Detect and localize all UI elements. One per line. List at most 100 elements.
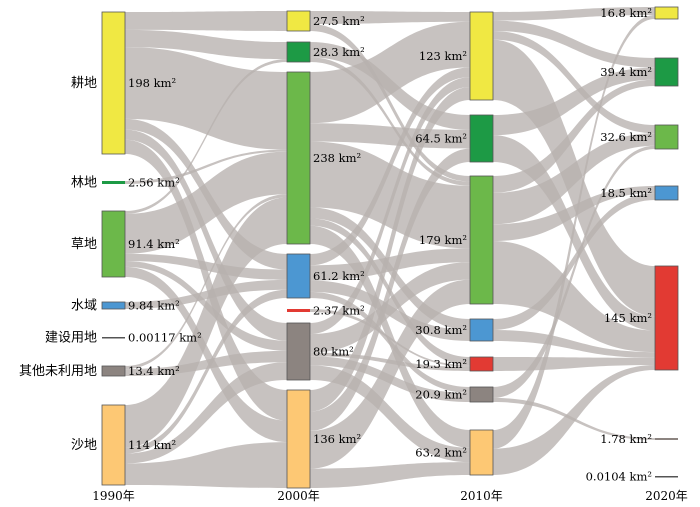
node-1990-grassland: [101, 210, 126, 278]
year-label-2: 2010年: [460, 489, 503, 503]
value-label-2020-forest: 39.4 km²: [600, 65, 652, 79]
node-2010-unused: [469, 386, 494, 403]
flow-2000-sand-to-2010-sand: [310, 462, 470, 488]
flow-2010-water-to-2020-construction: [493, 330, 655, 358]
flow-1990-cropland-to-2000-unused: [125, 129, 287, 341]
value-label-1990-unused: 13.4 km²: [128, 364, 180, 378]
value-label-2000-grassland: 238 km²: [313, 151, 361, 165]
value-label-2000-water: 61.2 km²: [313, 269, 365, 283]
flow-2000-cropland-to-2010-grassland: [310, 24, 470, 182]
value-label-1990-sand: 114 km²: [128, 438, 176, 452]
flow-2000-unused-to-2010-sand: [310, 365, 470, 463]
node-1990-sand: [101, 404, 126, 486]
flow-2000-unused-to-2010-cropland: [310, 77, 470, 335]
value-label-2020-cropland: 16.8 km²: [600, 6, 652, 20]
value-label-1990-water: 9.84 km²: [128, 299, 180, 313]
value-label-2000-forest: 28.3 km²: [313, 45, 365, 59]
label-layer: 198 km² 耕地 2.56 km² 林地 91.4 km² 草地 9.84 km² 水域 0…: [19, 6, 688, 503]
value-label-2000-construction: 2.37 km²: [313, 304, 365, 318]
flow-1990-grassland-to-2000-grassland: [125, 151, 287, 254]
year-label-1: 2000年: [277, 489, 320, 503]
flow-2000-water-to-2010-unused: [310, 291, 470, 393]
flow-2010-cropland-to-2020-grassland: [493, 30, 655, 134]
category-label-sand: 沙地: [71, 438, 97, 453]
value-label-1990-construction: 0.00117 km²: [128, 331, 202, 345]
node-2000-cropland: [286, 10, 311, 32]
value-label-2000-unused: 80 km²: [313, 345, 354, 359]
value-label-2010-cropland: 123 km²: [419, 49, 467, 63]
flow-2000-cropland-to-2010-cropland: [310, 11, 470, 25]
category-label-construction: 建设用地: [45, 331, 97, 346]
category-label-water: 水域: [71, 299, 97, 314]
category-label-unused: 其他未利用地: [19, 364, 97, 379]
flow-2000-forest-to-2010-grassland: [310, 57, 470, 186]
node-2000-sand: [286, 389, 311, 489]
value-label-2000-sand: 136 km²: [313, 432, 361, 446]
value-label-2020-unused: 1.78 km²: [600, 432, 652, 446]
flow-1990-cropland-to-2000-forest: [125, 29, 287, 60]
flow-2010-grassland-to-2020-construction: [493, 241, 655, 353]
flow-2010-water-to-2020-water: [493, 193, 655, 330]
flow-2010-forest-to-2020-forest: [493, 67, 655, 136]
node-2020-unused: [655, 438, 678, 440]
node-2010-sand: [469, 429, 494, 476]
flow-1990-unused-to-2000-unused: [125, 350, 287, 376]
flow-2000-grassland-to-2010-sand: [310, 225, 470, 448]
value-label-2020-construction: 145 km²: [604, 311, 652, 325]
node-2000-unused: [286, 322, 311, 381]
node-2000-grassland: [286, 71, 311, 245]
category-label-cropland: 耕地: [71, 75, 97, 91]
flow-1990-grassland-to-2000-forest: [125, 59, 287, 214]
node-2010-forest: [469, 114, 494, 163]
category-label-grassland: 草地: [71, 237, 97, 252]
value-label-1990-grassland: 91.4 km²: [128, 237, 180, 251]
value-label-2020-sand: 0.0104 km²: [586, 470, 652, 484]
flow-2010-grassland-to-2020-forest: [493, 79, 655, 193]
flow-2010-cropland-to-2020-cropland: [493, 7, 655, 21]
flow-1990-sand-to-2000-water: [125, 289, 287, 454]
node-2020-sand: [655, 476, 678, 478]
node-2010-construction: [469, 356, 494, 372]
node-layer: [101, 6, 679, 489]
value-label-1990-forest: 2.56 km²: [128, 176, 180, 190]
flow-1990-water-to-2000-water: [125, 279, 287, 309]
flow-2000-grassland-to-2010-cropland: [310, 21, 470, 124]
value-label-2020-grassland: 32.6 km²: [600, 130, 652, 144]
node-2020-cropland: [654, 6, 679, 20]
node-2010-cropland: [469, 11, 494, 101]
flow-1990-sand-to-2000-unused: [125, 362, 287, 464]
node-1990-construction: [102, 337, 125, 339]
flow-2010-sand-to-2020-cropland: [493, 15, 655, 449]
flow-2000-unused-to-2010-grassland: [310, 262, 470, 353]
flow-2000-grassland-to-2010-grassland: [310, 141, 470, 249]
value-label-2010-construction: 19.3 km²: [415, 357, 467, 371]
flow-2010-grassland-to-2020-grassland: [493, 133, 655, 225]
flow-2000-construction-to-2010-construction: [310, 309, 470, 367]
value-label-2020-water: 18.5 km²: [600, 186, 652, 200]
flow-2010-grassland-to-2020-water: [493, 186, 655, 242]
flow-1990-forest-to-2000-grassland: [125, 149, 287, 184]
flow-2000-sand-to-2010-cropland: [310, 86, 470, 412]
flow-1990-unused-to-2000-grassland: [125, 194, 287, 370]
flow-2000-sand-to-2010-forest: [310, 148, 470, 431]
node-2020-grassland: [654, 124, 679, 150]
node-2010-water: [469, 318, 494, 342]
flow-2010-unused-to-2020-grassland: [493, 145, 655, 398]
flow-2000-water-to-2010-grassland: [310, 248, 470, 281]
year-label-0: 1990年: [92, 489, 135, 503]
node-2020-water: [654, 185, 679, 201]
value-label-2010-sand: 63.2 km²: [415, 446, 467, 460]
flow-2010-sand-to-2020-construction: [493, 364, 655, 475]
flow-1990-grassland-to-2000-water: [125, 253, 287, 280]
node-2020-forest: [654, 57, 679, 87]
node-2020-construction: [654, 265, 679, 371]
value-label-2010-forest: 64.5 km²: [415, 132, 467, 146]
node-1990-unused: [101, 365, 126, 377]
flow-1990-sand-to-2000-sand: [125, 442, 287, 488]
flow-layer: [125, 7, 655, 488]
node-1990-cropland: [101, 11, 126, 155]
flow-1990-cropland-to-2000-cropland: [125, 11, 287, 31]
value-label-2010-water: 30.8 km²: [415, 323, 467, 337]
